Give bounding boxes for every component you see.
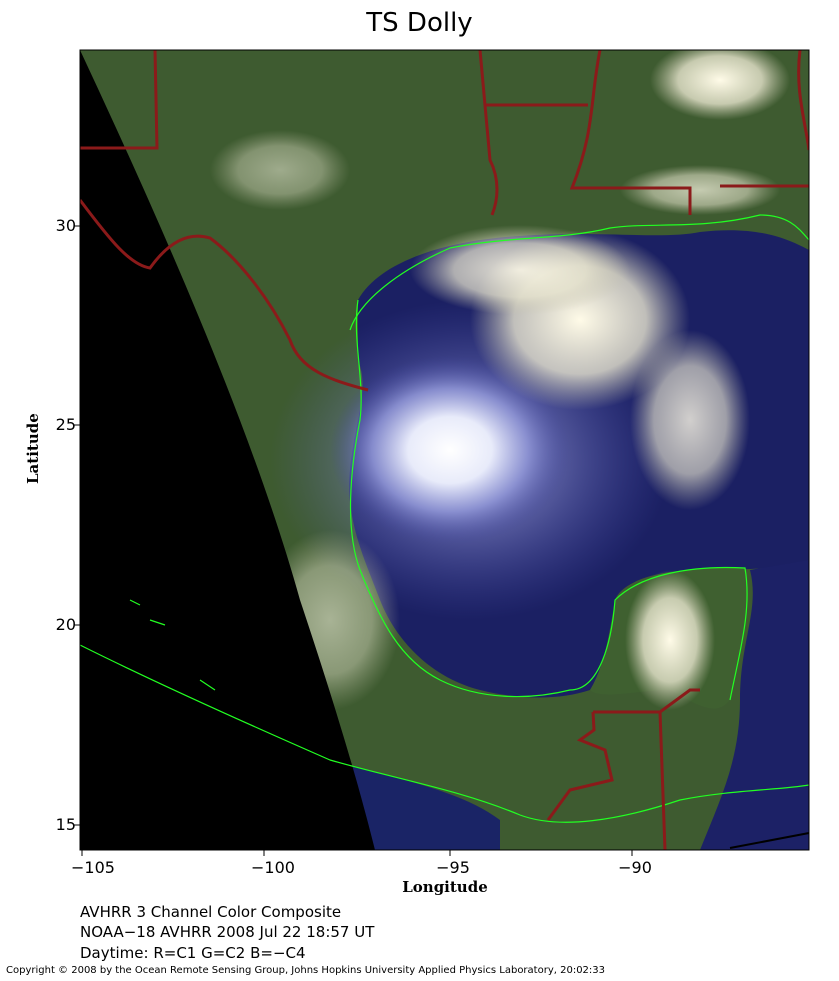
cloud-texas [210,130,350,210]
x-tick-label: −90 [618,858,652,877]
x-tick-label: −95 [436,858,470,877]
plot-frame [79,49,810,851]
y-tick-label: 15 [55,815,76,834]
y-tick-marks [74,225,80,826]
caribbean-sea [700,560,809,850]
political-borders [80,50,809,850]
cloud-yucatan [625,570,715,710]
x-tick-label: −105 [71,858,115,877]
y-tick-label: 20 [55,615,76,634]
swath-edge-line [729,832,810,849]
no-data-region [80,50,375,850]
y-tick-label: 30 [55,216,76,235]
caption-line-3: Daytime: R=C1 G=C2 B=−C4 [80,944,306,962]
x-axis-label: Longitude [402,878,488,896]
cloud-florida [620,165,780,215]
cloud-north [410,225,630,315]
caption-line-1: AVHRR 3 Channel Color Composite [80,903,342,921]
y-axis-label: Latitude [24,413,42,484]
hurricane-core [330,355,570,545]
cloud-east [630,330,750,510]
copyright-notice: Copyright © 2008 by the Ocean Remote Sen… [6,965,606,976]
cloud-top-right [650,50,790,120]
coastlines [80,214,809,823]
image-title: TS Dolly [366,8,473,38]
y-tick-label: 25 [55,415,76,434]
x-tick-label: −100 [251,858,295,877]
caption-line-2: NOAA−18 AVHRR 2008 Jul 22 18:57 UT [80,923,375,941]
x-tick-marks [81,850,633,856]
